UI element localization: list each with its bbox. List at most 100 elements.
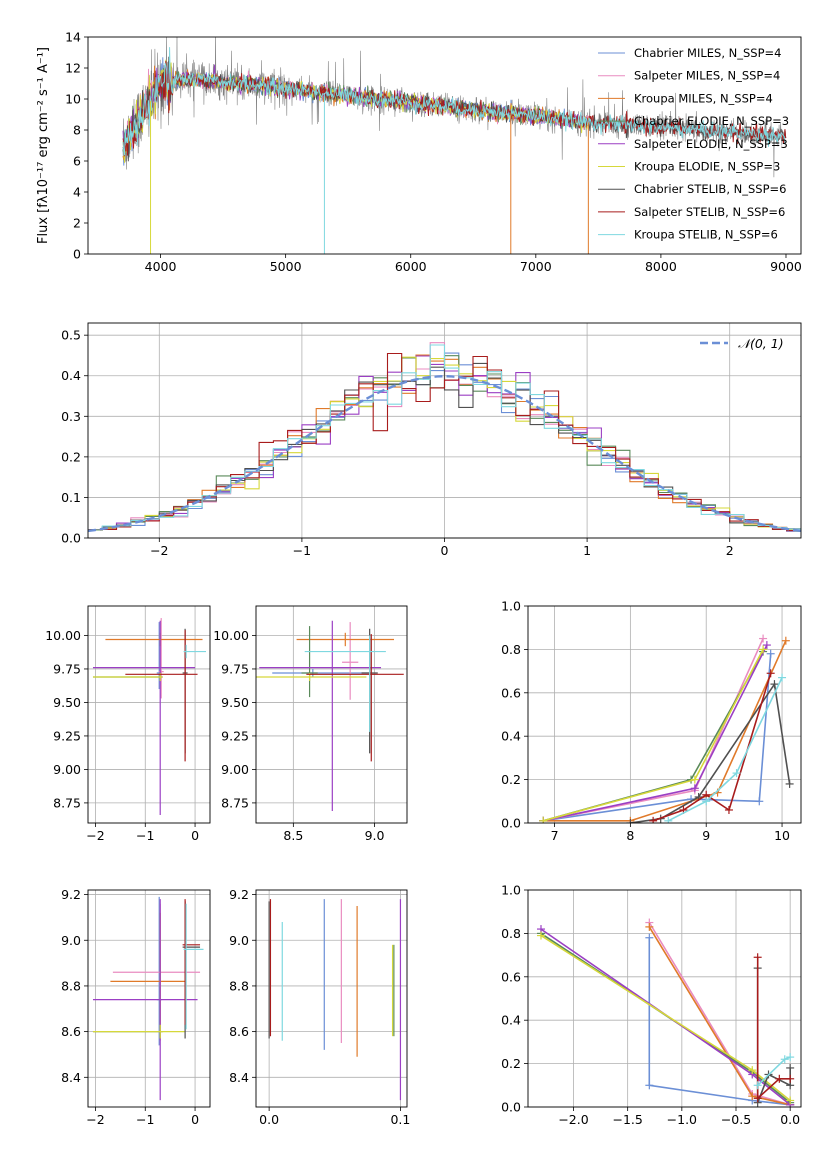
x-tick-label: 8000 xyxy=(645,259,677,274)
y-tick-label: 9.2 xyxy=(61,887,81,902)
plot-area-residuals xyxy=(88,342,801,533)
x-tick-label: −1 xyxy=(293,543,311,558)
marker-salpeter_elodie xyxy=(690,784,699,793)
legend-entry: Kroupa ELODIE, N_SSP=3 xyxy=(634,160,780,174)
axes-mass_vs_Z: −2 −1 0 8.4 8.6 8.8 9.0 9.2 xyxy=(61,887,211,1127)
errorbar-kroupa_stelib xyxy=(183,903,204,1030)
x-tick-label: 10 xyxy=(774,828,790,843)
marker-salpeter_stelib xyxy=(753,953,762,962)
legend-entry: Chabrier STELIB, N_SSP=6 xyxy=(634,182,786,196)
y-tick-label: 8.4 xyxy=(61,1070,81,1085)
axes-frame xyxy=(255,605,408,824)
y-tick-label: 0.4 xyxy=(501,729,521,744)
y-tick-label: 0.5 xyxy=(61,328,81,343)
errorbar-salpeter_miles xyxy=(342,622,359,700)
marker-chabrier_stelib xyxy=(770,680,779,689)
plot-area-spectrum xyxy=(122,37,787,254)
errorbar-salpeter_miles xyxy=(112,903,201,1041)
y-tick-label: 9.25 xyxy=(221,728,249,743)
x-tick-label: −2 xyxy=(86,828,104,843)
errorbar-salpeter_miles xyxy=(158,618,164,699)
marker-salpeter_stelib xyxy=(753,1094,762,1103)
marker-kroupa_miles xyxy=(645,922,654,931)
weight-line-chabrier_miles xyxy=(648,937,791,1106)
errorbar-chabrier_elodie xyxy=(301,626,318,698)
plot-area-age_vs_Z xyxy=(92,618,207,815)
marker-salpeter_elodie xyxy=(762,641,771,650)
x-tick-label: 9 xyxy=(702,828,710,843)
axes-spectrum: 4000 5000 6000 7000 8000 9000 0 2 4 6 8 10 12 14 xyxy=(65,30,802,275)
weight-line-chabrier_miles xyxy=(543,653,772,822)
y-tick-label: 9.75 xyxy=(221,661,249,676)
y-tick-label: 1.0 xyxy=(501,883,521,898)
x-tick-label: 7 xyxy=(551,828,559,843)
y-axis-label: Flux [fλ10⁻¹⁷ erg cm⁻² s⁻¹ A⁻¹] xyxy=(36,47,51,244)
weight-line-kroupa_stelib xyxy=(667,677,783,822)
x-tick-label: 0 xyxy=(191,828,199,843)
x-tick-label: 0.1 xyxy=(390,1112,410,1127)
x-tick-label: 0.0 xyxy=(259,1112,279,1127)
axes-mass_vs_ebv: 0.0 0.1 8.4 8.6 8.8 9.0 9.2 xyxy=(229,887,410,1127)
axes-age_vs_Z: −2 −1 0 8.75 9.00 9.25 9.50 9.75 10.00 xyxy=(45,605,211,843)
errorbar-salpeter_stelib xyxy=(182,899,201,1025)
marker-chabrier_miles xyxy=(645,1081,654,1090)
y-tick-label: 2 xyxy=(73,216,81,231)
y-tick-label: 0.8 xyxy=(501,926,521,941)
errorbar-salpeter_stelib xyxy=(306,634,404,762)
marker-kroupa_stelib xyxy=(732,769,741,778)
y-tick-label: 0.0 xyxy=(61,531,81,546)
y-tick-label: 4 xyxy=(73,185,81,200)
y-tick-label: 8 xyxy=(73,123,81,138)
axes-residuals: −2 −1 0 1 2 0.0 0.1 0.2 0.3 0.4 0.5 xyxy=(61,322,802,558)
x-tick-label: 0 xyxy=(441,543,449,558)
errorbar-salpeter_elodie xyxy=(92,899,198,1101)
y-tick-label: 10.00 xyxy=(45,628,81,643)
errorbar-kroupa_miles xyxy=(110,912,186,1039)
y-tick-label: 0.8 xyxy=(501,642,521,657)
y-tick-label: 0.0 xyxy=(501,816,521,831)
marker-chabrier_miles xyxy=(645,933,654,942)
y-tick-label: 9.0 xyxy=(229,933,249,948)
marker-salpeter_stelib xyxy=(775,1074,784,1083)
legend-entry-gaussian: 𝒩(0, 1) xyxy=(738,336,784,351)
y-tick-label: 8.8 xyxy=(61,978,81,993)
y-tick-label: 8.75 xyxy=(221,795,249,810)
y-tick-label: 8.6 xyxy=(61,1024,81,1039)
y-tick-label: 0.4 xyxy=(61,368,81,383)
marker-kroupa_stelib xyxy=(780,1055,789,1064)
legend-entry: Salpeter MILES, N_SSP=4 xyxy=(634,69,780,83)
y-tick-label: 8.4 xyxy=(229,1070,249,1085)
x-tick-label: −1 xyxy=(136,1112,154,1127)
axes-frame xyxy=(527,605,802,824)
x-tick-label: 8.5 xyxy=(283,828,303,843)
y-tick-label: 8.6 xyxy=(229,1024,249,1039)
y-tick-label: 0.2 xyxy=(61,449,81,464)
errorbar-kroupa_miles xyxy=(105,632,203,647)
y-tick-label: 9.75 xyxy=(53,661,81,676)
y-tick-label: 0.4 xyxy=(501,1013,521,1028)
x-tick-label: 2 xyxy=(726,543,734,558)
marker-chabrier_stelib xyxy=(786,1063,795,1072)
x-tick-label: 1 xyxy=(583,543,591,558)
legend-entry: Salpeter STELIB, N_SSP=6 xyxy=(634,205,785,219)
axes-frame xyxy=(87,605,211,824)
plot-area-weight_vs_Z xyxy=(537,918,795,1107)
y-tick-label: 12 xyxy=(65,61,81,76)
errorbar-kroupa_elodie xyxy=(92,1024,186,1039)
axes-frame xyxy=(255,889,408,1108)
y-tick-label: 0.0 xyxy=(501,1100,521,1115)
errorbar-salpeter_elodie xyxy=(92,620,196,815)
y-tick-label: 9.00 xyxy=(53,762,81,777)
marker-salpeter_miles xyxy=(759,634,768,643)
weight-line-salpeter_stelib xyxy=(756,957,791,1101)
marker-chabrier_stelib xyxy=(626,819,635,823)
marker-kroupa_stelib xyxy=(786,1053,795,1062)
x-tick-label: −0.5 xyxy=(721,1112,751,1127)
plot-area-mass_vs_ebv xyxy=(268,899,402,1101)
x-tick-label: 0.0 xyxy=(780,1112,800,1127)
y-tick-label: 6 xyxy=(73,154,81,169)
y-tick-label: 0.3 xyxy=(61,409,81,424)
marker-kroupa_elodie xyxy=(748,1066,757,1075)
legend-entry: Kroupa STELIB, N_SSP=6 xyxy=(634,228,778,242)
